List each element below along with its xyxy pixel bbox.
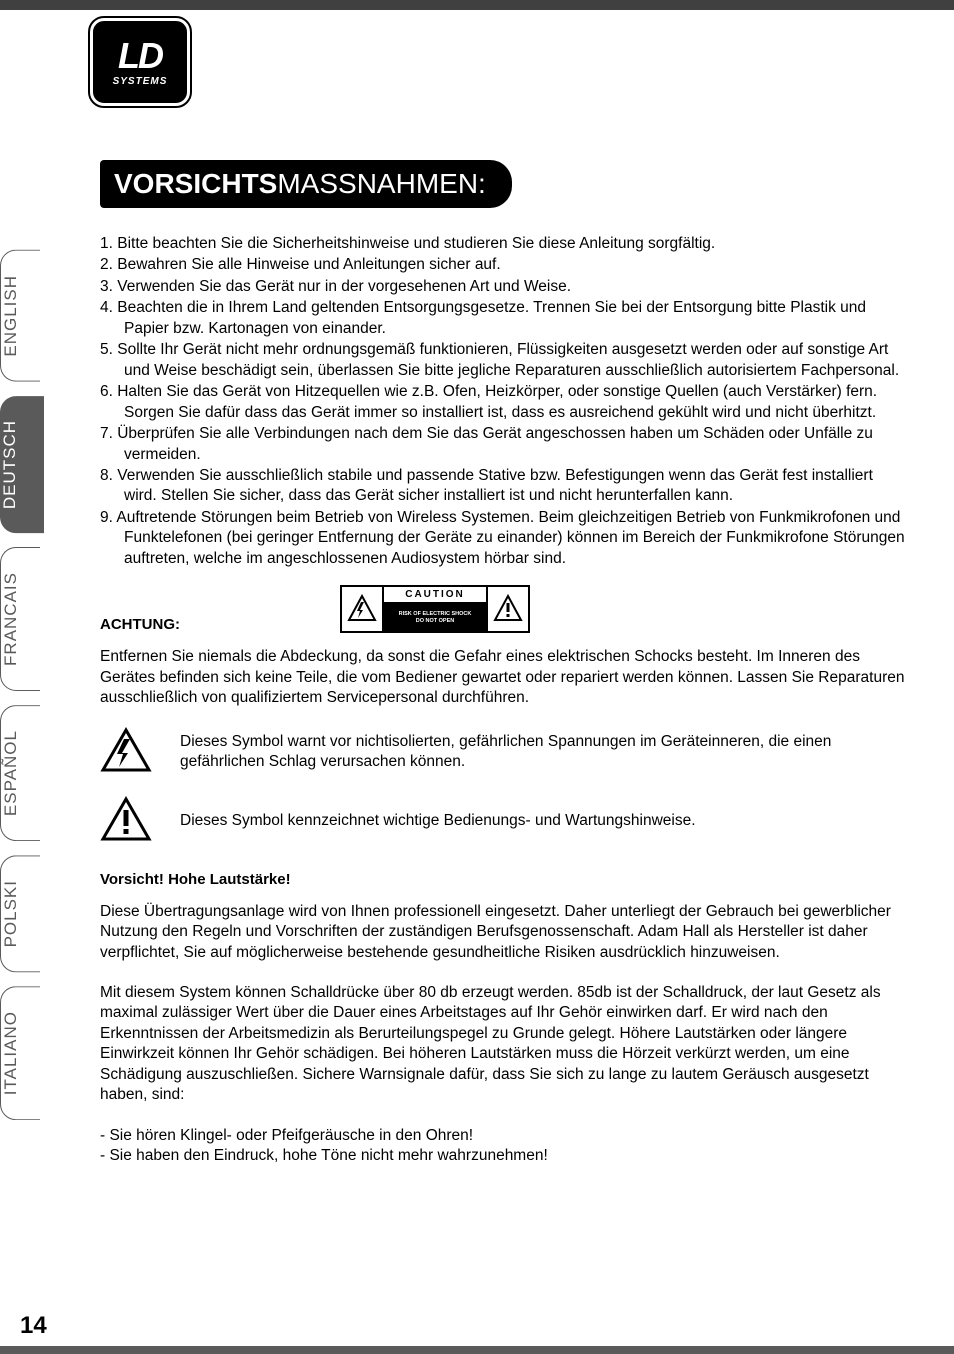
caution-sub: RISK OF ELECTRIC SHOCK DO NOT OPEN [384, 604, 486, 631]
list-item: 4. Beachten die in Ihrem Land geltenden … [100, 298, 906, 339]
volume-para2: Mit diesem System können Schalldrücke üb… [100, 983, 906, 1106]
symbol-row-2: Dieses Symbol kennzeichnet wichtige Bedi… [100, 796, 906, 847]
caution-line2: DO NOT OPEN [384, 618, 486, 625]
volume-para1: Diese Übertragungsanlage wird von Ihnen … [100, 902, 906, 963]
list-item: 8. Verwenden Sie ausschließlich stabile … [100, 466, 906, 507]
header-band [0, 0, 954, 10]
brand-logo: LD SYSTEMS [90, 18, 190, 106]
symbol1-text: Dieses Symbol warnt vor nichtisolierten,… [180, 732, 906, 773]
caution-mid: CAUTION RISK OF ELECTRIC SHOCK DO NOT OP… [384, 587, 486, 631]
lightning-triangle-icon [100, 727, 152, 778]
lang-tab-deutsch[interactable]: DEUTSCH [0, 396, 44, 533]
exclaim-triangle-icon [486, 587, 528, 631]
lightning-triangle-icon [342, 587, 384, 631]
list-item: 2. Bewahren Sie alle Hinweise und Anleit… [100, 255, 906, 275]
symbol-row-1: Dieses Symbol warnt vor nichtisolierten,… [100, 727, 906, 778]
caution-label: CAUTION [384, 587, 486, 604]
logo-sub: SYSTEMS [113, 76, 168, 87]
achtung-row: ACHTUNG: CAUTION RISK OF ELECTRIC SHOCK … [100, 585, 906, 633]
list-item: 1. Bitte beachten Sie die Sicherheitshin… [100, 234, 906, 254]
warn-sign-1: - Sie hören Klingel- oder Pfeifgeräusche… [100, 1126, 906, 1146]
lang-tab-italiano[interactable]: ITALIANO [0, 986, 40, 1120]
title-bold: VORSICHTS [114, 168, 277, 199]
lang-tab-polski[interactable]: POLSKI [0, 855, 40, 972]
title-light: MASSNAHMEN: [277, 168, 485, 199]
precautions-list: 1. Bitte beachten Sie die Sicherheitshin… [100, 234, 906, 569]
list-item: 3. Verwenden Sie das Gerät nur in der vo… [100, 277, 906, 297]
list-item: 6. Halten Sie das Gerät von Hitzequellen… [100, 382, 906, 423]
page-title: VORSICHTSMASSNAHMEN: [100, 160, 512, 208]
list-item: 9. Auftretende Störungen beim Betrieb vo… [100, 508, 906, 569]
warn-sign-2: - Sie haben den Eindruck, hohe Töne nich… [100, 1146, 906, 1166]
lang-tab-espanol[interactable]: ESPAÑOL [0, 705, 40, 841]
achtung-heading: ACHTUNG: [100, 616, 180, 633]
language-sidebar: ENGLISH DEUTSCH FRANCAIS ESPAÑOL POLSKI … [0, 250, 46, 1314]
list-item: 5. Sollte Ihr Gerät nicht mehr ordnungsg… [100, 340, 906, 381]
symbol2-text: Dieses Symbol kennzeichnet wichtige Bedi… [180, 811, 696, 831]
lang-tab-francais[interactable]: FRANCAIS [0, 547, 40, 691]
lang-tab-english[interactable]: ENGLISH [0, 250, 40, 382]
page-content: VORSICHTSMASSNAHMEN: 1. Bitte beachten S… [100, 160, 906, 1167]
achtung-paragraph: Entfernen Sie niemals die Abdeckung, da … [100, 647, 906, 708]
page-number: 14 [20, 1312, 47, 1340]
warn-signs: - Sie hören Klingel- oder Pfeifgeräusche… [100, 1126, 906, 1167]
exclaim-triangle-icon [100, 796, 152, 847]
footer-band [0, 1346, 954, 1354]
list-item: 7. Überprüfen Sie alle Verbindungen nach… [100, 424, 906, 465]
volume-heading: Vorsicht! Hohe Lautstärke! [100, 871, 906, 888]
logo-main: LD [118, 38, 162, 74]
caution-line1: RISK OF ELECTRIC SHOCK [384, 611, 486, 618]
caution-box: CAUTION RISK OF ELECTRIC SHOCK DO NOT OP… [340, 585, 530, 633]
